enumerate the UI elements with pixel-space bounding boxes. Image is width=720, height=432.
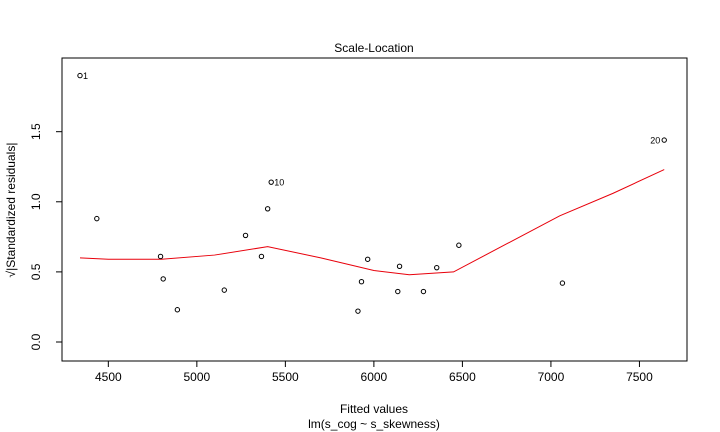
- data-point: [456, 242, 462, 248]
- x-axis: 4500 5000 5500 6000 6500 7000 7500: [95, 360, 653, 384]
- data-point: [174, 307, 181, 313]
- chart-title: Scale-Location: [334, 41, 413, 55]
- smoother-line: [79, 169, 665, 276]
- data-point: [258, 253, 265, 260]
- y-axis-label: √|Standardized residuals|: [4, 143, 18, 278]
- data-point: [264, 206, 271, 212]
- y-tick-label: 0.0: [29, 333, 43, 350]
- y-tick-label: 1.5: [29, 123, 43, 140]
- data-point: [160, 276, 166, 282]
- x-tick-label: 6000: [361, 370, 388, 384]
- y-tick-label: 1.0: [29, 193, 43, 210]
- x-axis-label: Fitted values: [340, 402, 408, 416]
- data-point: [157, 253, 164, 260]
- x-tick-label: 7000: [538, 370, 565, 384]
- point-label: 20: [650, 136, 660, 146]
- data-point: [434, 264, 440, 271]
- x-tick-label: 7500: [626, 370, 653, 384]
- data-point: [395, 288, 401, 295]
- point-label: 10: [274, 178, 284, 188]
- x-tick-label: 6500: [449, 370, 476, 384]
- data-point: [242, 232, 249, 239]
- plot-frame: [61, 57, 688, 362]
- data-point: [420, 288, 427, 295]
- data-point: [221, 287, 227, 293]
- data-point: [268, 179, 274, 185]
- y-tick-label: 0.5: [29, 263, 43, 280]
- data-point: [396, 263, 403, 269]
- data-point: [358, 279, 365, 285]
- data-point: [77, 72, 83, 79]
- x-tick-label: 4500: [95, 370, 122, 384]
- x-tick-label: 5000: [183, 370, 210, 384]
- data-point: [364, 256, 371, 262]
- data-point: [355, 308, 361, 314]
- point-label: 1: [83, 71, 88, 81]
- data-point: [94, 215, 100, 222]
- y-axis: 0.0 0.5 1.0 1.5: [29, 123, 63, 350]
- data-points: 1 10 20: [77, 71, 667, 314]
- x-tick-label: 5500: [272, 370, 299, 384]
- x-axis-sublabel: lm(s_cog ~ s_skewness): [308, 417, 440, 431]
- data-point: [661, 137, 667, 143]
- data-point: [559, 280, 566, 286]
